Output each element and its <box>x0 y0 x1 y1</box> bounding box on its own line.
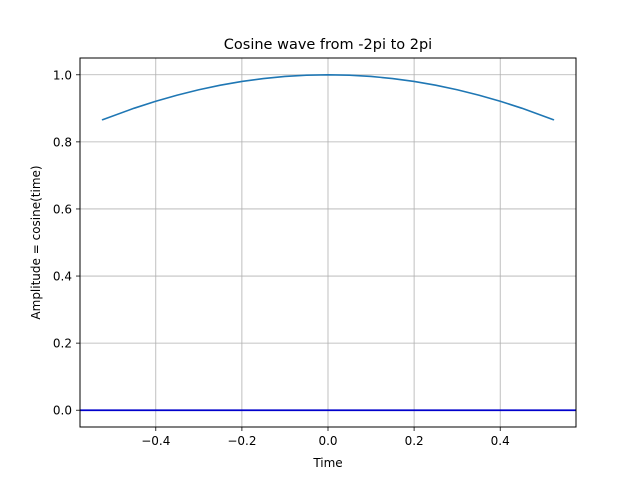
x-axis-title: Time <box>312 456 342 470</box>
x-tick-label: −0.2 <box>227 434 256 448</box>
x-axis-ticks: −0.4 −0.2 0.0 0.2 0.4 <box>141 427 510 448</box>
y-tick-label: 0.4 <box>53 270 72 284</box>
cosine-series-line <box>101 73 555 121</box>
x-tick-label: 0.4 <box>491 434 510 448</box>
chart-title: Cosine wave from -2pi to 2pi <box>224 37 432 53</box>
y-axis-title: Amplitude = cosine(time) <box>29 165 43 319</box>
x-tick-label: 0.2 <box>405 434 424 448</box>
y-tick-label: 0.0 <box>53 404 72 418</box>
y-tick-label: 0.2 <box>53 337 72 351</box>
y-tick-label: 0.8 <box>53 135 72 149</box>
y-axis-ticks: 0.0 0.2 0.4 0.6 0.8 1.0 <box>53 68 80 418</box>
y-tick-label: 1.0 <box>53 68 72 82</box>
y-tick-label: 0.6 <box>53 202 72 216</box>
x-tick-label: −0.4 <box>141 434 170 448</box>
x-tick-label: 0.0 <box>318 434 337 448</box>
series-layer <box>101 73 555 121</box>
